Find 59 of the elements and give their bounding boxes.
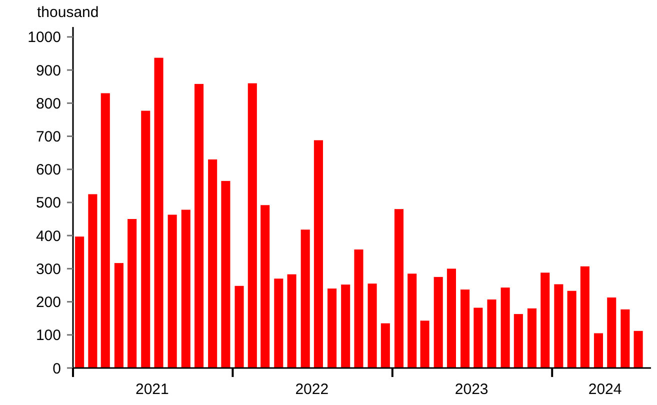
bar (394, 209, 404, 368)
y-tick-label: 400 (36, 228, 61, 245)
bar (567, 290, 576, 368)
bar (114, 263, 124, 368)
bar (368, 284, 377, 368)
y-tick-label: 700 (36, 128, 61, 146)
bar (234, 286, 244, 368)
bar (341, 284, 350, 368)
bar (380, 323, 390, 368)
bar (287, 274, 296, 368)
bar (274, 278, 284, 368)
y-tick-label: 300 (36, 260, 61, 278)
bar (328, 288, 337, 368)
bar (314, 140, 323, 368)
bar (527, 308, 537, 368)
bar (487, 299, 496, 368)
bar (540, 272, 550, 368)
bar (354, 249, 364, 368)
bar (154, 58, 164, 368)
bar (408, 274, 417, 368)
bar (554, 284, 564, 368)
y-tick-label: 800 (36, 95, 61, 112)
y-tick-label: 200 (36, 294, 61, 312)
bar (594, 333, 604, 368)
y-tick-label: 500 (36, 194, 61, 212)
bar (141, 110, 150, 368)
y-tick-label: 900 (36, 62, 61, 80)
bar (181, 210, 190, 368)
bar (208, 159, 218, 368)
bar (446, 268, 456, 368)
bar (194, 84, 204, 368)
bar (607, 297, 616, 368)
bar (88, 194, 98, 368)
y-tick-label: 1000 (28, 29, 61, 46)
bar (221, 180, 230, 368)
bar (168, 214, 177, 368)
bar (620, 309, 630, 368)
bar (100, 93, 110, 368)
bar (420, 320, 430, 368)
bar (460, 290, 470, 368)
bar (634, 330, 643, 368)
bar (128, 219, 137, 368)
x-tick-label: 2023 (454, 381, 488, 398)
bar (434, 276, 443, 368)
bar (580, 266, 590, 368)
bar (300, 230, 310, 368)
bar (260, 205, 270, 368)
y-tick-label: 600 (36, 162, 61, 179)
x-tick-label: 2024 (588, 381, 622, 398)
bar (514, 314, 523, 368)
bar (474, 308, 483, 368)
x-tick-label: 2021 (136, 381, 169, 398)
bar (75, 236, 84, 368)
y-axis-title: thousand (37, 4, 99, 21)
y-tick-label: 0 (52, 360, 61, 378)
x-tick-label: 2022 (295, 381, 329, 398)
bar (248, 83, 257, 368)
y-tick-label: 100 (36, 327, 61, 344)
bar (500, 288, 510, 368)
